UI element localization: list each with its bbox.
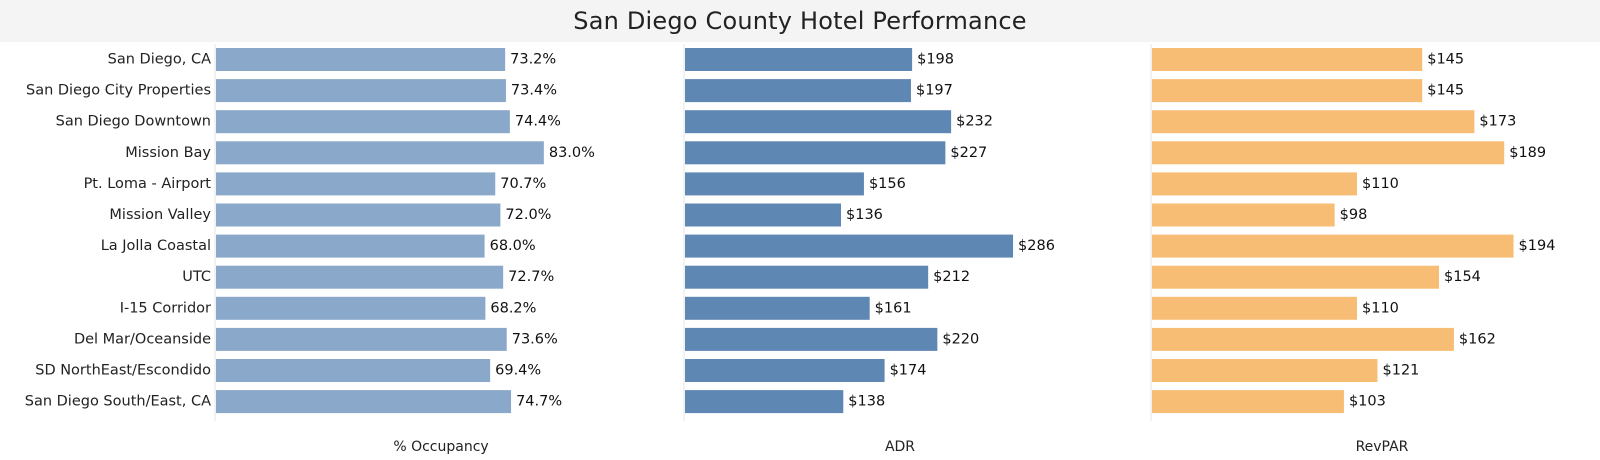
category-label: Mission Valley [109,207,211,223]
bar [216,48,506,71]
bar [1152,79,1423,103]
data-label: $232 [956,114,993,130]
bar [685,359,885,382]
bar [216,141,544,165]
category-label: Del Mar/Oceanside [74,331,211,347]
data-label: $198 [917,52,954,68]
data-label: $173 [1479,114,1516,130]
bar [685,203,841,227]
bar [216,359,491,382]
bar [685,79,911,103]
bar [1152,296,1357,320]
data-label: 69.4% [495,363,541,379]
data-label: $121 [1383,363,1420,379]
data-label: 74.7% [516,394,562,410]
data-label: $286 [1018,238,1055,254]
category-label: La Jolla Coastal [101,238,211,254]
data-label: $145 [1427,83,1464,99]
bar [216,265,504,289]
bar [685,141,946,165]
category-label: Mission Bay [125,145,211,161]
data-label: 70.7% [500,176,546,192]
bar [1152,359,1378,382]
bar [685,327,938,351]
bar [685,110,952,134]
bar [685,48,913,71]
data-label: $212 [933,269,970,285]
data-label: $189 [1509,145,1546,161]
category-label: I-15 Corridor [120,300,211,316]
data-label: $174 [890,363,927,379]
bar [216,110,510,134]
data-label: $103 [1349,394,1386,410]
data-label: $98 [1340,207,1368,223]
bar [685,296,870,320]
data-label: 72.0% [505,207,551,223]
bar [1152,203,1335,227]
data-label: 72.7% [508,269,554,285]
bar [1152,172,1357,196]
category-label: SD NorthEast/Escondido [35,363,211,379]
data-label: 83.0% [549,145,595,161]
bar [216,234,485,258]
category-label: San Diego City Properties [26,83,211,99]
bar [216,327,507,351]
bar [685,234,1014,258]
data-label: $145 [1427,52,1464,68]
axis-title: ADR [885,439,915,455]
chart-title: San Diego County Hotel Performance [573,7,1027,35]
category-label: UTC [182,269,211,285]
data-label: $110 [1362,300,1399,316]
category-label: San Diego South/East, CA [25,394,211,410]
data-label: 68.0% [490,238,536,254]
category-label: San Diego Downtown [56,114,211,130]
data-label: 68.2% [490,300,536,316]
data-label: $136 [846,207,883,223]
bar [1152,48,1423,71]
data-label: 73.6% [512,331,558,347]
bar [216,172,496,196]
data-label: 74.4% [515,114,561,130]
bar [1152,110,1475,134]
bar [685,390,844,414]
category-label: San Diego, CA [108,52,211,68]
category-label: Pt. Loma - Airport [84,176,212,192]
data-label: $227 [950,145,987,161]
bar [216,296,486,320]
bar [216,390,512,414]
data-label: $220 [942,331,979,347]
axis-title: RevPAR [1356,439,1409,455]
bar [1152,141,1505,165]
data-label: $138 [848,394,885,410]
title-bar: San Diego County Hotel Performance [0,0,1600,42]
data-label: $110 [1362,176,1399,192]
axis-title: % Occupancy [393,439,488,455]
data-label: $156 [869,176,906,192]
data-label: 73.4% [511,83,557,99]
data-label: $194 [1519,238,1556,254]
bar [216,79,506,103]
bar [685,265,929,289]
bar [685,172,864,196]
bar [1152,390,1344,414]
bar [1152,265,1439,289]
data-label: $162 [1459,331,1496,347]
data-label: $154 [1444,269,1481,285]
bar [1152,327,1454,351]
bar [216,203,501,227]
data-label: $161 [875,300,912,316]
bar [1152,234,1514,258]
data-label: $197 [916,83,953,99]
data-label: 73.2% [510,52,556,68]
